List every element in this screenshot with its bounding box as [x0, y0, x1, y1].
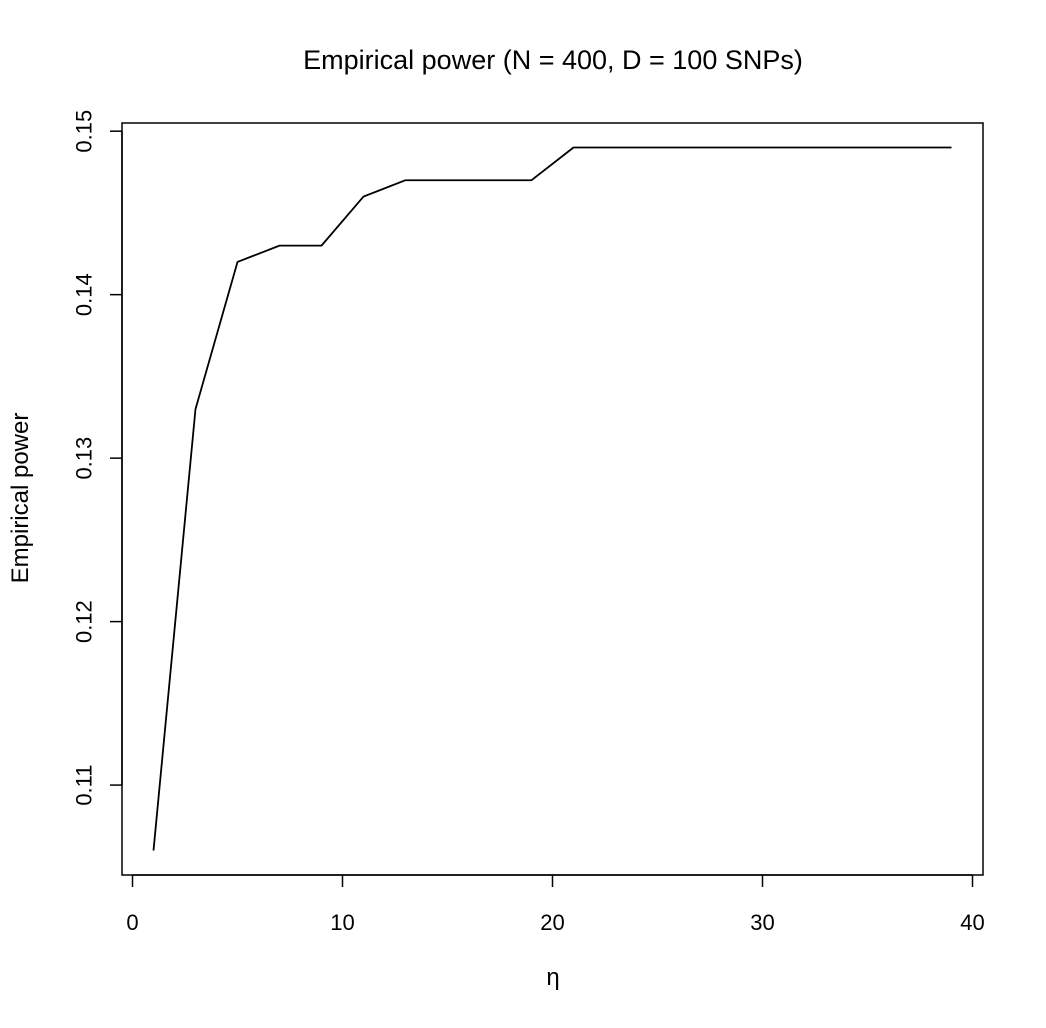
chart-title: Empirical power (N = 400, D = 100 SNPs) [303, 45, 803, 75]
x-tick-label: 20 [540, 910, 564, 935]
series-layer [152, 146, 952, 851]
x-tick-label: 0 [126, 910, 138, 935]
series-line [152, 146, 952, 851]
y-tick-label: 0.13 [72, 437, 97, 480]
y-tick-label: 0.12 [72, 600, 97, 643]
x-tick-label: 40 [960, 910, 984, 935]
y-axis: 0.11 0.12 0.13 0.14 0.15 [72, 110, 123, 806]
x-axis: 0 10 20 30 40 [126, 874, 985, 935]
x-tick-label: 10 [330, 910, 354, 935]
y-tick-label: 0.15 [72, 110, 97, 153]
y-axis-label: Empirical power [7, 413, 34, 584]
x-tick-label: 30 [750, 910, 774, 935]
x-axis-label: η [546, 964, 559, 991]
y-tick-label: 0.14 [72, 273, 97, 316]
y-tick-label: 0.11 [72, 764, 97, 805]
